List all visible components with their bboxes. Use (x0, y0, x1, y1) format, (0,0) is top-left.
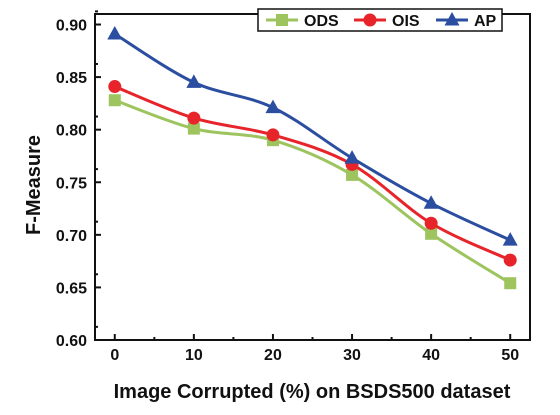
x-tick-label: 0 (110, 347, 119, 364)
x-tick-label: 50 (501, 347, 519, 364)
legend-label-ois: OIS (392, 13, 420, 30)
series-ap (107, 25, 518, 246)
legend-marker-ap (444, 12, 460, 26)
data-point-ois (424, 216, 438, 230)
data-point-ods (108, 94, 121, 107)
y-tick-label: 0.85 (56, 70, 87, 87)
legend-label-ap: AP (474, 13, 497, 30)
y-tick-label: 0.80 (56, 123, 87, 140)
series-ois (108, 80, 517, 267)
series-line-ods (114, 98, 512, 285)
axis-ticks: 0.60 0.65 0.70 0.75 0.80 0.85 0.90 0 10 20 30 40 50 (56, 10, 519, 364)
data-point-ap (344, 150, 360, 164)
y-tick-label: 0.90 (56, 18, 87, 35)
y-tick-label: 0.65 (56, 280, 87, 297)
x-tick-label: 30 (343, 347, 361, 364)
legend-marker-ods (276, 14, 288, 26)
data-point-ap (502, 232, 518, 246)
data-point-ap (423, 195, 439, 209)
y-axis-title: F-Measure (23, 135, 45, 235)
y-tick-label: 0.75 (56, 175, 87, 192)
data-point-ois (187, 111, 201, 125)
data-point-ods (425, 227, 438, 240)
data-point-ap (186, 74, 202, 88)
x-tick-label: 20 (264, 347, 282, 364)
series-line-ap (113, 32, 511, 242)
y-tick-label: 0.70 (56, 228, 87, 245)
data-point-ois (266, 128, 280, 142)
series-ods (108, 94, 517, 290)
data-point-ap (265, 99, 281, 114)
data-point-ods (187, 122, 200, 135)
x-axis-title: Image Corrupted (%) on BSDS500 dataset (114, 381, 511, 403)
data-point-ap (107, 25, 123, 40)
legend-label-ods: ODS (304, 13, 339, 30)
x-tick-label: 40 (422, 347, 440, 364)
data-point-ods (346, 168, 359, 181)
series-line-ois (114, 85, 511, 262)
data-point-ois (503, 253, 517, 267)
x-tick-label: 10 (185, 347, 203, 364)
y-tick-label: 0.60 (56, 333, 87, 350)
legend: ODS OIS AP (257, 8, 503, 32)
data-point-ois (108, 80, 122, 94)
legend-marker-ois (363, 13, 377, 27)
data-point-ods (504, 277, 517, 290)
series-layer (107, 25, 518, 290)
